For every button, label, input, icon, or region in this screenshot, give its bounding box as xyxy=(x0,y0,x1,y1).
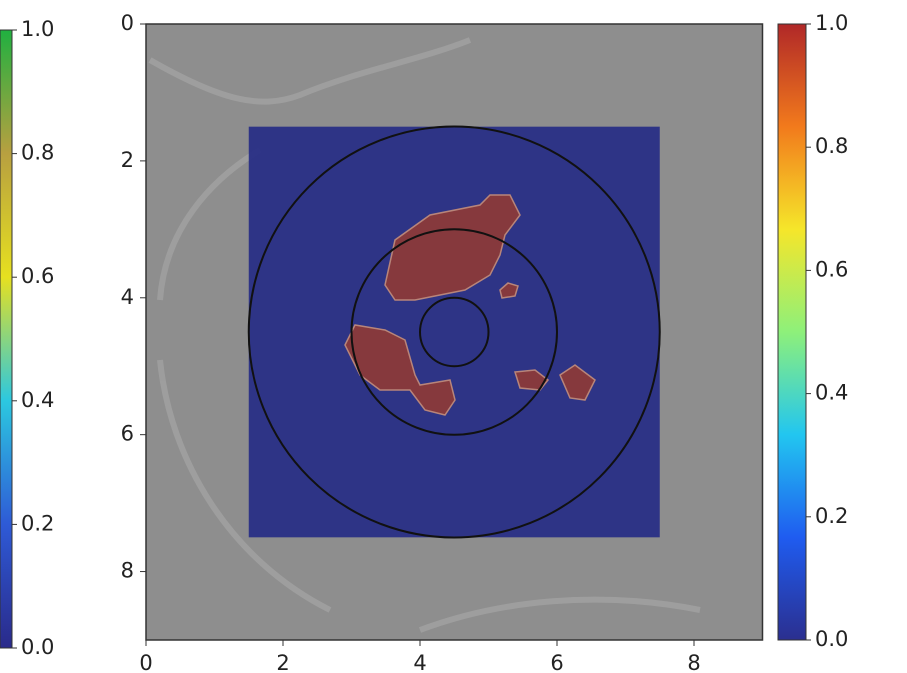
colorbar-tick-label: 0.2 xyxy=(21,511,54,535)
figure: 0 2 4 6 8 0 2 4 6 8 0.0 0.2 0.4 0.6 0.8 1.0 0.0 0.2 0.4 0.6… xyxy=(0,0,907,673)
colorbar-tick-label: 1.0 xyxy=(815,11,848,35)
x-tick-label: 2 xyxy=(276,651,289,673)
colorbar-tick-label: 0.4 xyxy=(815,381,848,405)
colorbar-tick-label: 1.0 xyxy=(21,17,54,41)
x-tick-label: 4 xyxy=(413,651,426,673)
overlay-layer xyxy=(249,127,660,538)
y-tick-label: 4 xyxy=(121,285,134,309)
x-tick-label: 8 xyxy=(687,651,700,673)
x-tick-label: 0 xyxy=(139,651,152,673)
colorbar-tick-label: 0.0 xyxy=(815,627,848,651)
y-tick-label: 8 xyxy=(121,559,134,583)
colorbar-tick-label: 0.8 xyxy=(21,141,54,165)
colorbar-tick-label: 0.4 xyxy=(21,388,54,412)
overlay xyxy=(249,127,660,538)
colorbar xyxy=(0,30,12,648)
y-tick-label: 0 xyxy=(121,11,134,35)
colorbar-tick-label: 0.0 xyxy=(21,635,54,659)
colorbar-tick-label: 0.8 xyxy=(815,134,848,158)
y-tick-label: 2 xyxy=(121,148,134,172)
x-tick-label: 6 xyxy=(550,651,563,673)
colorbar-tick-label: 0.6 xyxy=(21,264,54,288)
colorbar-tick-label: 0.6 xyxy=(815,257,848,281)
colorbar xyxy=(778,24,806,640)
colorbar-tick-label: 0.2 xyxy=(815,504,848,528)
y-tick-label: 6 xyxy=(121,422,134,446)
